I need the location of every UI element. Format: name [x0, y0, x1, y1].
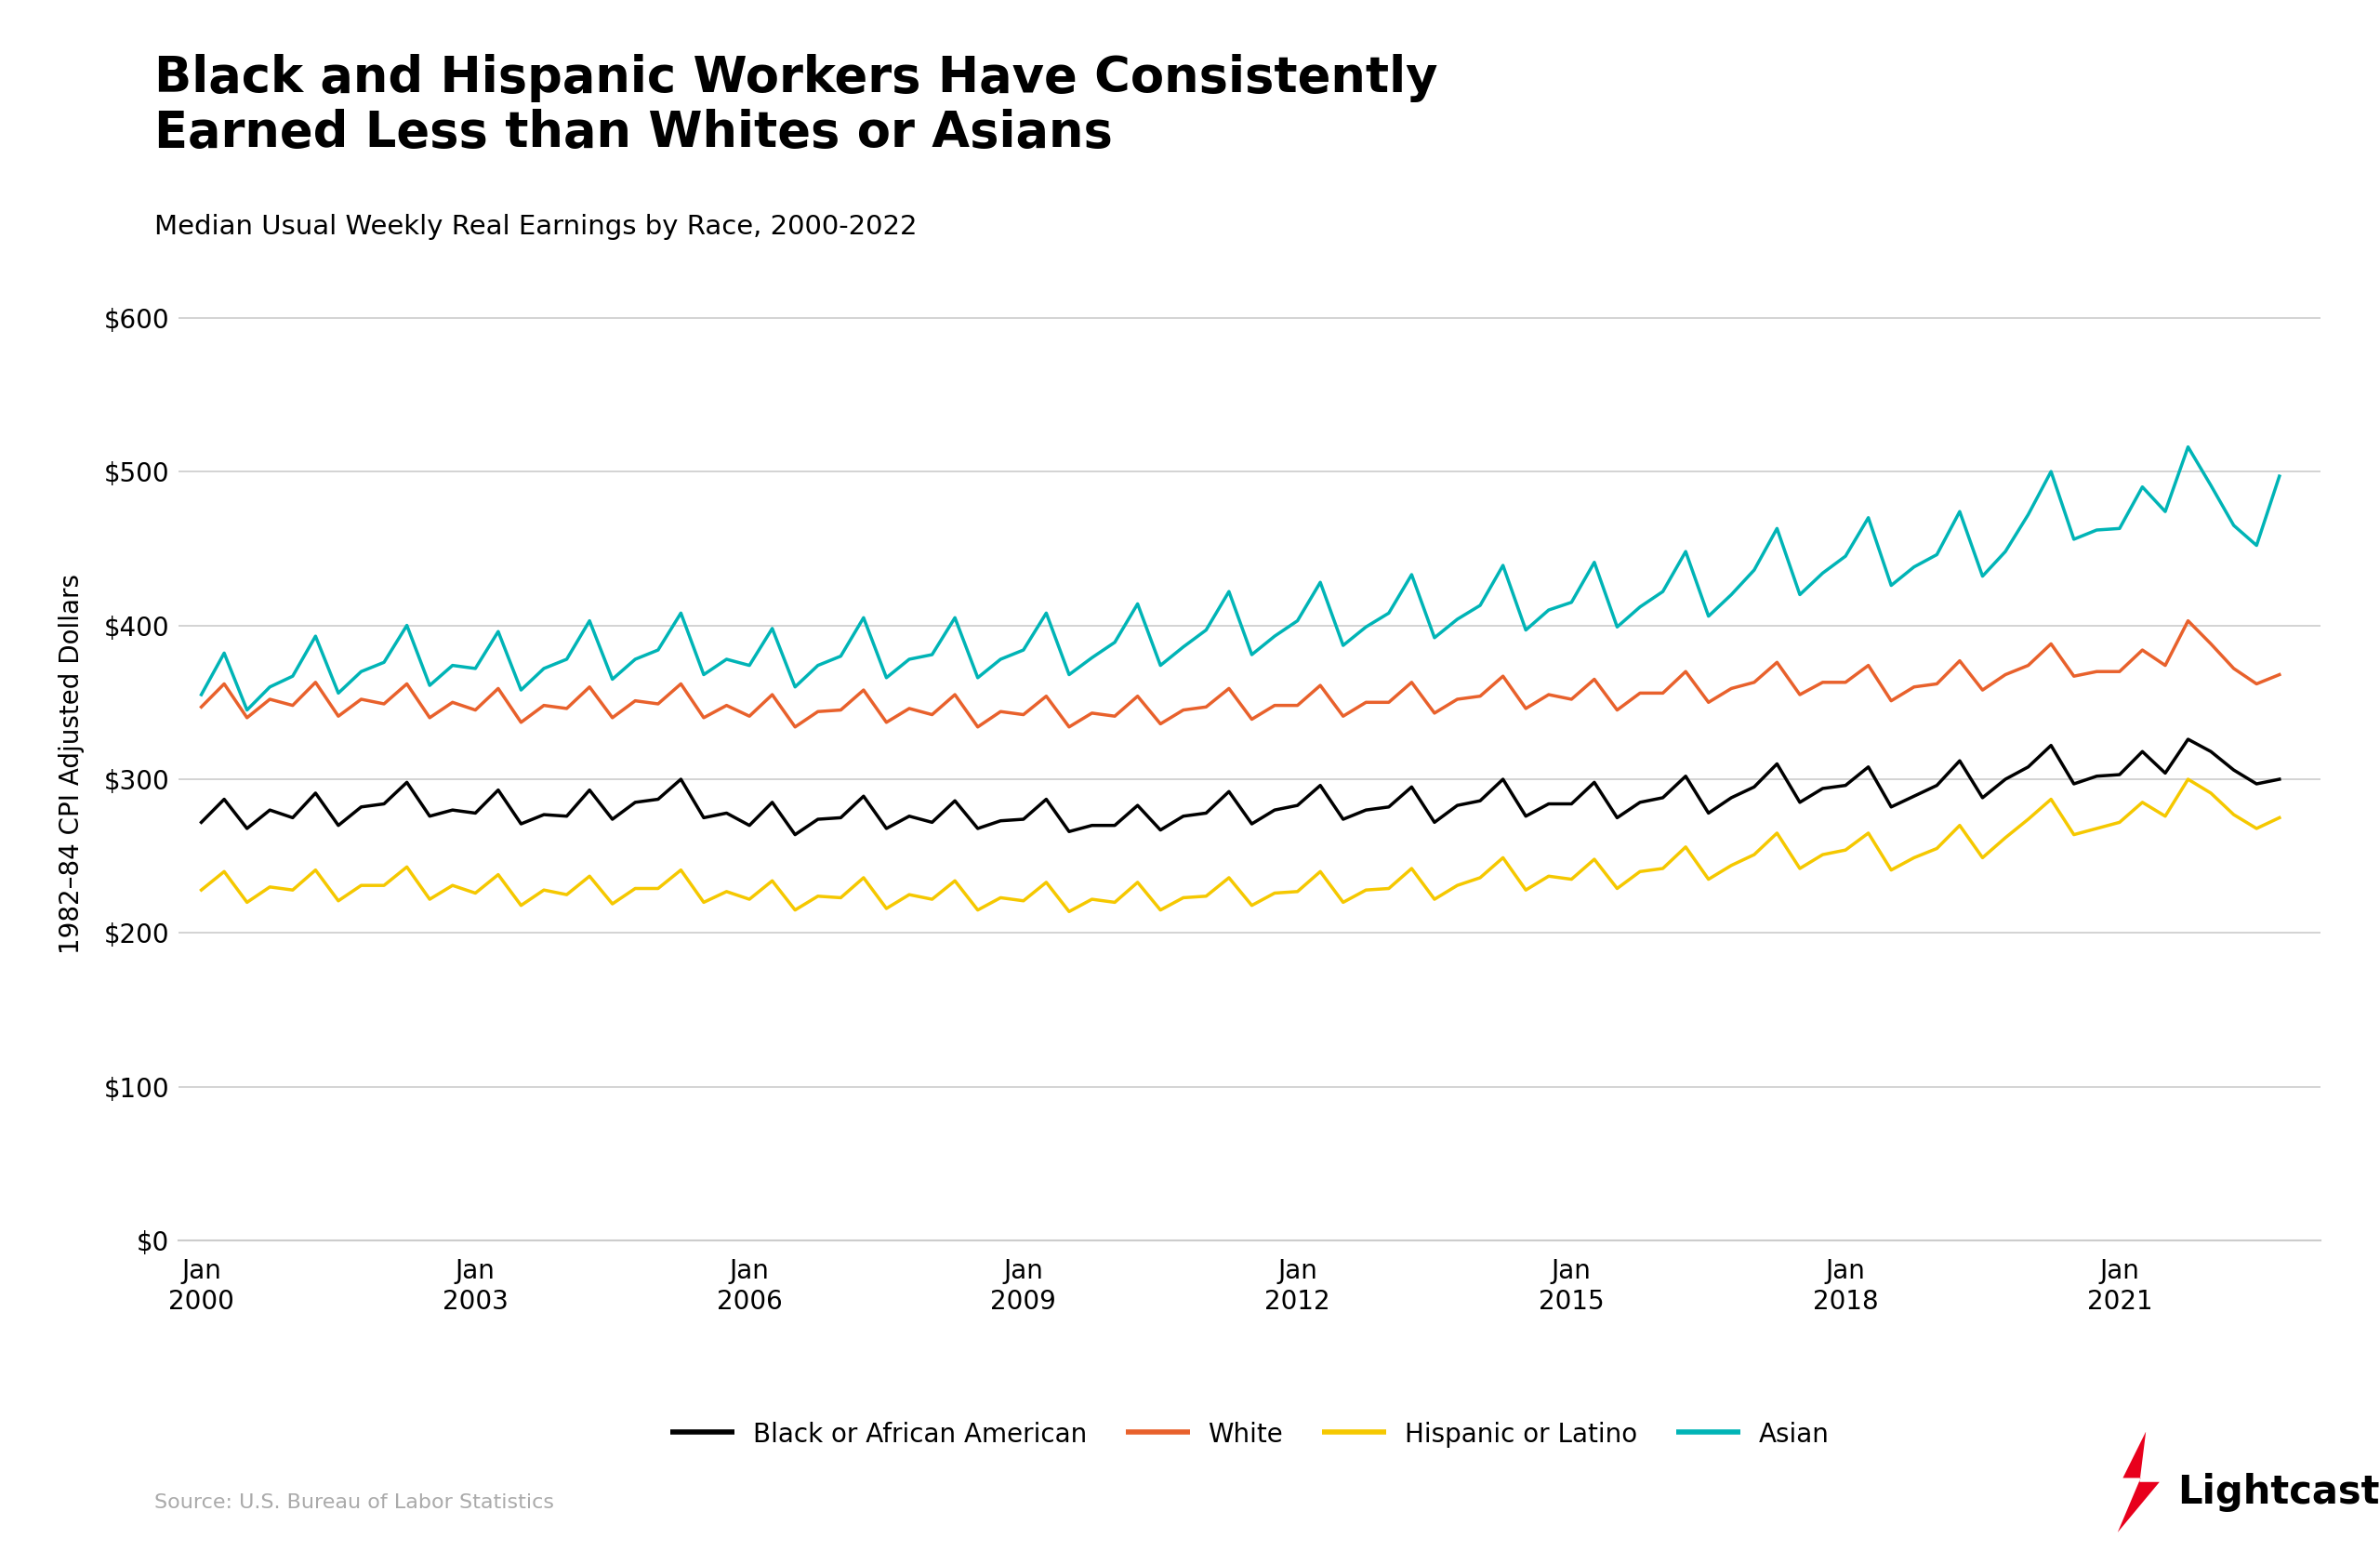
Text: Median Usual Weekly Real Earnings by Race, 2000-2022: Median Usual Weekly Real Earnings by Rac… [155, 214, 919, 240]
Text: Source: U.S. Bureau of Labor Statistics: Source: U.S. Bureau of Labor Statistics [155, 1494, 555, 1512]
Text: Lightcast: Lightcast [2178, 1473, 2380, 1512]
Text: Black and Hispanic Workers Have Consistently
Earned Less than Whites or Asians: Black and Hispanic Workers Have Consiste… [155, 54, 1438, 157]
Polygon shape [2118, 1432, 2159, 1532]
Y-axis label: 1982–84 CPI Adjusted Dollars: 1982–84 CPI Adjusted Dollars [57, 574, 83, 954]
Legend: Black or African American, White, Hispanic or Latino, Asian: Black or African American, White, Hispan… [659, 1411, 1840, 1458]
